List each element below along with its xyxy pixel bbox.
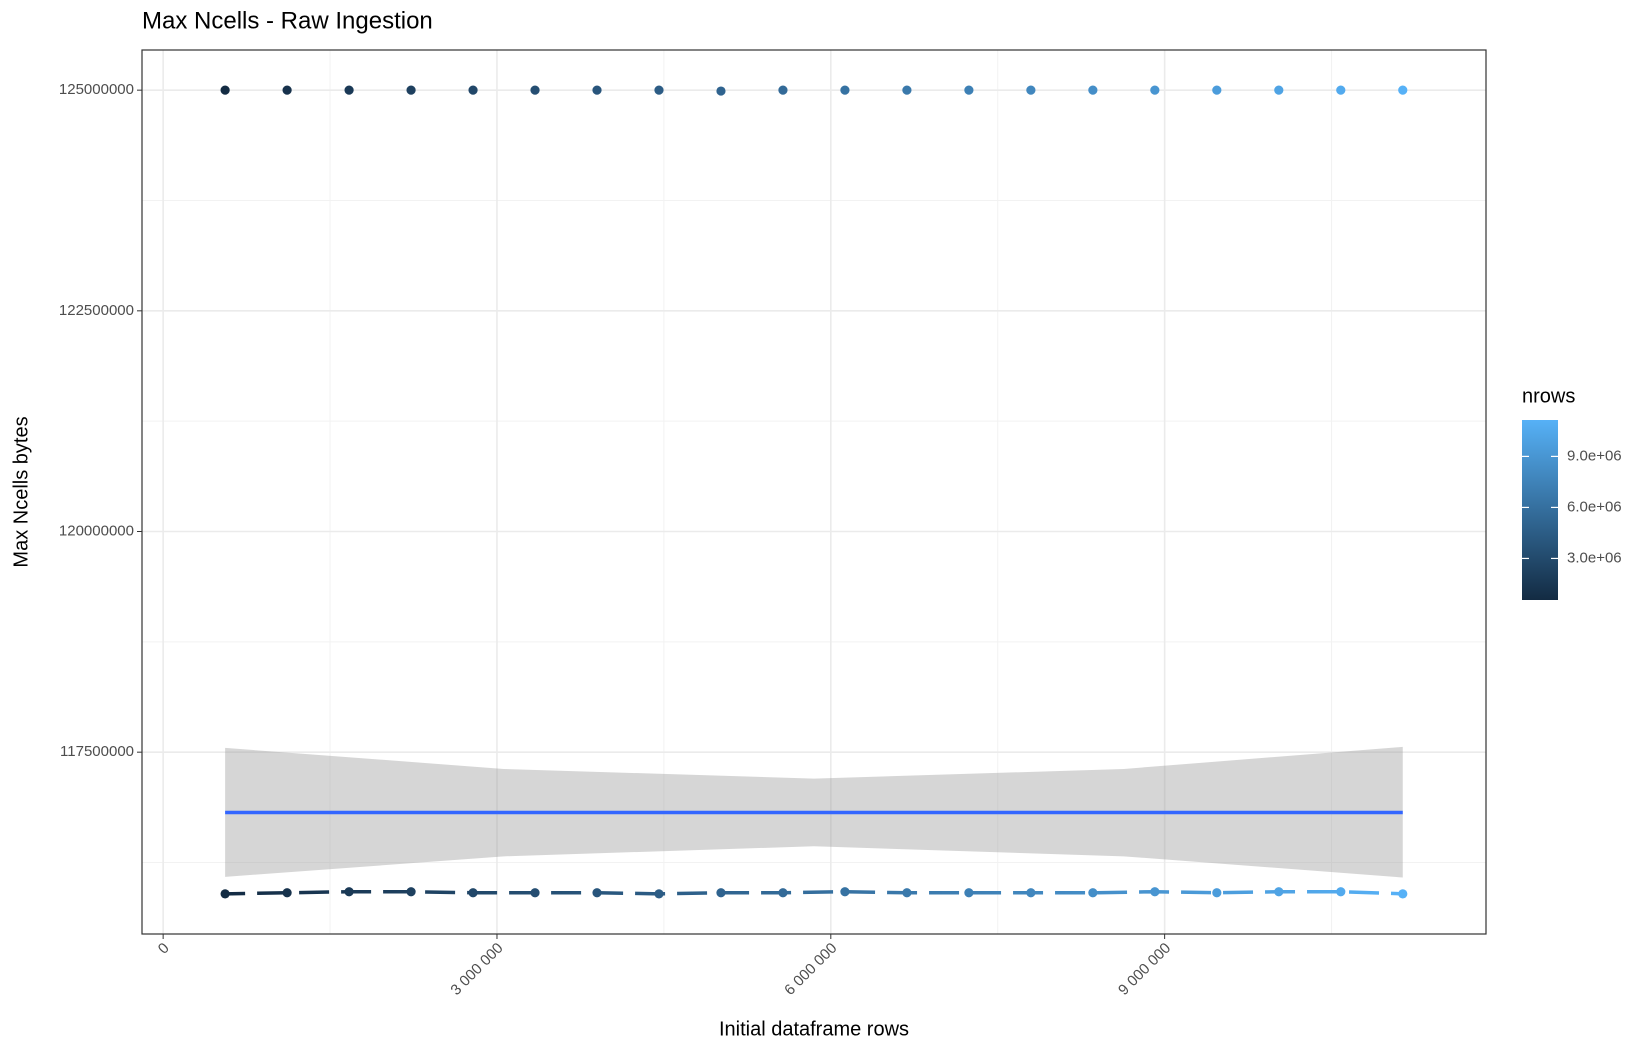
point <box>1088 85 1098 95</box>
dashed-line <box>225 889 1403 896</box>
x-axis-title: Initial dataframe rows <box>719 1018 909 1040</box>
point <box>282 85 292 95</box>
point <box>592 85 602 95</box>
point <box>840 887 850 897</box>
colorbar <box>1522 420 1558 600</box>
panel-border <box>141 49 1487 935</box>
point <box>1336 85 1346 95</box>
point <box>1274 887 1284 897</box>
panel <box>142 50 1486 934</box>
y-tick-label: 120000000 <box>59 522 134 539</box>
y-tick-label: 125000000 <box>59 81 134 98</box>
point <box>1336 887 1346 897</box>
point <box>344 887 354 897</box>
point <box>964 85 974 95</box>
point <box>1150 887 1160 897</box>
point <box>1212 85 1222 95</box>
point <box>902 888 912 898</box>
x-tick-label: 0 <box>155 940 173 958</box>
point <box>468 85 478 95</box>
y-tick-label: 122500000 <box>59 302 134 319</box>
point <box>1398 889 1408 899</box>
point <box>902 85 912 95</box>
x-tick-label: 9 000 000 <box>1115 940 1174 999</box>
point <box>1398 85 1408 95</box>
point <box>778 888 788 898</box>
point <box>1150 85 1160 95</box>
point <box>468 888 478 898</box>
point <box>406 85 416 95</box>
y-axis-title: Max Ncells bytes <box>10 416 32 567</box>
legend-title: nrows <box>1522 385 1575 407</box>
point <box>1026 85 1036 95</box>
x-tick-label: 6 000 000 <box>781 940 840 999</box>
point <box>654 889 664 899</box>
legend-label: 6.0e+06 <box>1567 498 1622 515</box>
point <box>220 889 230 899</box>
point <box>1274 85 1284 95</box>
legend-label: 3.0e+06 <box>1567 549 1622 566</box>
point <box>530 888 540 898</box>
point <box>778 85 788 95</box>
chart-title: Max Ncells - Raw Ingestion <box>142 7 433 34</box>
point <box>840 85 850 95</box>
point <box>654 85 664 95</box>
point <box>282 888 292 898</box>
point <box>530 85 540 95</box>
legend-label: 9.0e+06 <box>1567 447 1622 464</box>
x-tick-label: 3 000 000 <box>447 940 506 999</box>
y-tick-label: 117500000 <box>60 743 134 760</box>
point <box>716 86 726 96</box>
point <box>220 85 230 95</box>
point <box>716 888 726 898</box>
point <box>344 85 354 95</box>
point <box>964 888 974 898</box>
point <box>1212 888 1222 898</box>
point <box>1088 888 1098 898</box>
point <box>1026 888 1036 898</box>
point <box>406 887 416 897</box>
point <box>592 888 602 898</box>
